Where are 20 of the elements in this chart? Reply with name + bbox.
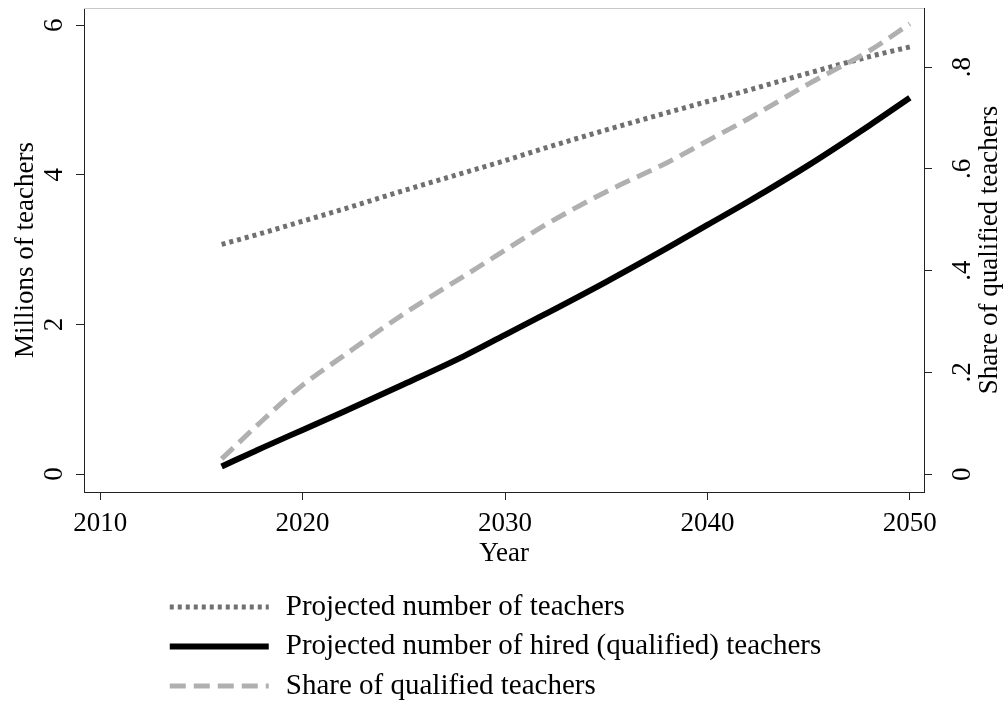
y2-tick-label: .4: [946, 259, 976, 281]
y2-tick-label: .2: [946, 362, 976, 383]
x-tick-label: 2020: [275, 507, 330, 538]
y2-tick-label: .6: [946, 158, 976, 179]
y-tick-label: 6: [37, 18, 68, 32]
x-tick-label: 2030: [478, 507, 533, 538]
y-tick-label: 0: [37, 467, 68, 481]
legend-label: Share of qualified teachers: [285, 667, 596, 700]
y2-tick-label: .8: [946, 56, 976, 78]
y-tick-label: 4: [37, 167, 68, 182]
x-tick-label: 2050: [882, 507, 937, 538]
y-tick-label: 2: [37, 317, 68, 332]
legend-label: Projected number of hired (qualified) teachers: [285, 628, 822, 662]
y-axis-title: Millions of teachers: [9, 142, 39, 358]
x-tick-label: 2010: [73, 507, 128, 538]
y2-axis-title: Share of qualified teachers: [973, 105, 1003, 395]
legend-label: Projected number of teachers: [285, 588, 625, 621]
x-axis-title: Year: [479, 536, 529, 567]
y2-tick-label: 0: [946, 467, 976, 481]
x-tick-label: 2040: [680, 507, 735, 538]
